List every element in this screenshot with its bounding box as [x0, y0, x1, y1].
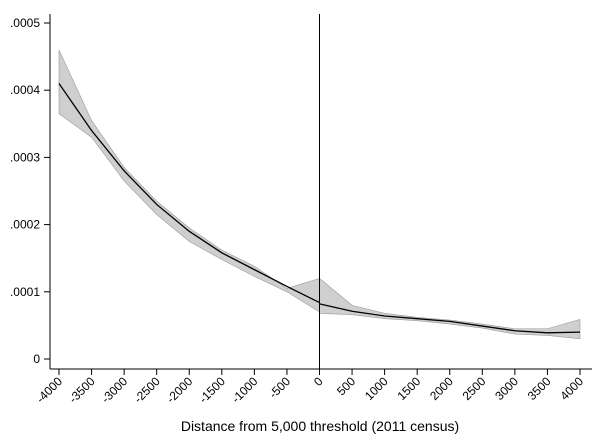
- x-tick-label: 3000: [492, 374, 521, 403]
- x-tick-label: -2500: [131, 374, 163, 406]
- x-tick-label: -3500: [66, 374, 98, 406]
- y-tick-label: .0005: [10, 16, 40, 30]
- fitted-lines: [58, 83, 581, 334]
- x-tick-label: -3000: [99, 374, 131, 406]
- x-tick-label: -500: [266, 374, 293, 401]
- y-tick-label: .0001: [10, 285, 40, 299]
- x-tick-label: 4000: [557, 374, 586, 403]
- y-axis-ticks: 0 .0001 .0002 .0003 .0004 .0005: [10, 16, 50, 366]
- confidence-band-right: [319, 277, 581, 340]
- confidence-band-left: [58, 49, 320, 313]
- x-axis-ticks: -4000 -3500 -3000 -2500 -2000 -1500 -1000 -500 0…: [34, 369, 586, 406]
- y-tick-label: .0004: [10, 83, 40, 97]
- fitted-line-left: [58, 83, 320, 304]
- y-tick-label: .0002: [10, 218, 40, 232]
- x-tick-label: 0: [311, 374, 326, 389]
- x-tick-label: 3500: [525, 374, 554, 403]
- x-tick-label: -2000: [164, 374, 196, 406]
- x-tick-label: 2000: [427, 374, 456, 403]
- x-tick-label: 500: [334, 374, 358, 398]
- x-tick-label: -1000: [229, 374, 261, 406]
- y-tick-label: .0003: [10, 150, 40, 164]
- x-tick-label: -4000: [34, 374, 66, 406]
- y-tick-label: 0: [33, 352, 40, 366]
- x-tick-label: 1000: [362, 374, 391, 403]
- x-tick-label: 1500: [395, 374, 424, 403]
- x-tick-label: -1500: [196, 374, 228, 406]
- axes: [49, 14, 592, 370]
- x-axis-title: Distance from 5,000 threshold (2011 cens…: [181, 418, 459, 434]
- fitted-line-right: [319, 303, 581, 334]
- x-tick-label: 2500: [460, 374, 489, 403]
